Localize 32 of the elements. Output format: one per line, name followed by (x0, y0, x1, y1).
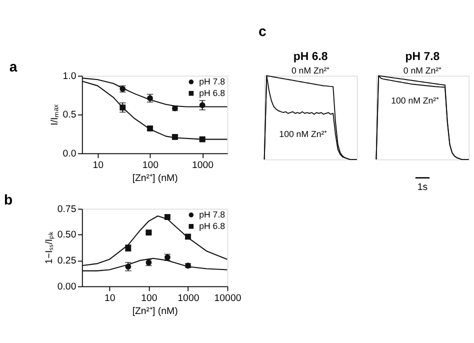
x-tick-label: 1000 (178, 292, 200, 304)
legend-label: pH 6.8 (199, 88, 226, 98)
x-tick-label: 10000 (214, 292, 242, 304)
y-tick-label: 0.75 (57, 204, 76, 215)
x-tick-label: 10 (104, 292, 116, 304)
x-axis-title: [Zn²⁺] (nM) (132, 173, 178, 184)
legend-label: pH 7.8 (199, 210, 226, 220)
x-tick-label: 1000 (192, 160, 214, 171)
annotation: 100 nM Zn²⁺ (391, 95, 440, 106)
y-tick-label: 0.25 (57, 256, 76, 267)
chart-title: c (258, 23, 267, 40)
y-tick-label: 0.5 (62, 110, 76, 121)
text: 0 nM Zn²⁺ (291, 65, 330, 76)
chart-subtitle: pH 7.8 (405, 50, 440, 63)
y-tick-label: 0.0 (62, 148, 77, 160)
x-axis-title: [Zn²⁺] (nM) (132, 306, 178, 318)
y-axis-title: 1−Iₛₛ/Iₚₖ (44, 230, 56, 264)
legend-label: pH 6.8 (199, 221, 226, 232)
text: 1s (417, 182, 428, 194)
x-tick-label: 100 (141, 292, 158, 304)
x-tick-label: 100 (142, 160, 160, 171)
y-axis-title: I/Iₘₐₓ (49, 104, 60, 126)
annotation: 100 nM Zn²⁺ (279, 128, 328, 139)
chart-title: a (9, 58, 18, 74)
x-tick-label: 10 (92, 160, 104, 171)
y-tick-label: 1.0 (62, 70, 77, 82)
chart-subtitle: pH 6.8 (293, 50, 328, 63)
text: 0 nM Zn²⁺ (403, 65, 442, 76)
legend-label: pH 7.8 (199, 76, 226, 87)
y-tick-label: 0.00 (57, 281, 77, 292)
chart-title: b (4, 191, 14, 208)
y-tick-label: 0.50 (57, 230, 77, 241)
